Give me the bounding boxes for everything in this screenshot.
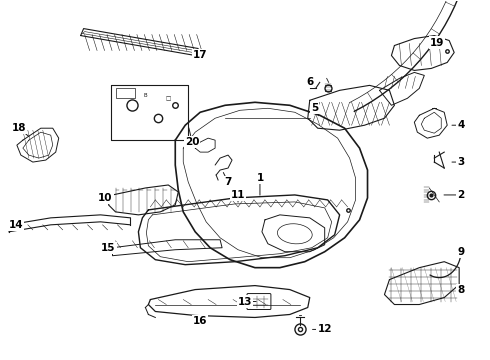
Text: 11: 11 [231, 190, 245, 200]
Text: B: B [144, 93, 147, 98]
Text: 3: 3 [458, 157, 465, 167]
Text: 7: 7 [224, 177, 232, 187]
Text: 17: 17 [193, 50, 207, 60]
Text: 20: 20 [185, 137, 199, 147]
Text: 18: 18 [12, 123, 26, 133]
Text: 12: 12 [318, 324, 332, 334]
Text: 15: 15 [101, 243, 116, 253]
Text: 9: 9 [458, 247, 465, 257]
Text: 5: 5 [311, 103, 318, 113]
Text: 2: 2 [458, 190, 465, 200]
Text: 19: 19 [430, 37, 444, 48]
Bar [116, 88, 135, 98]
Text: 13: 13 [238, 297, 252, 306]
Text: 16: 16 [193, 316, 207, 327]
Text: 8: 8 [458, 284, 465, 294]
Text: 4: 4 [458, 120, 465, 130]
Text: 6: 6 [306, 77, 314, 87]
Text: □: □ [166, 96, 171, 101]
Text: 14: 14 [8, 220, 23, 230]
Text: 10: 10 [98, 193, 113, 203]
Text: 1: 1 [256, 173, 264, 183]
